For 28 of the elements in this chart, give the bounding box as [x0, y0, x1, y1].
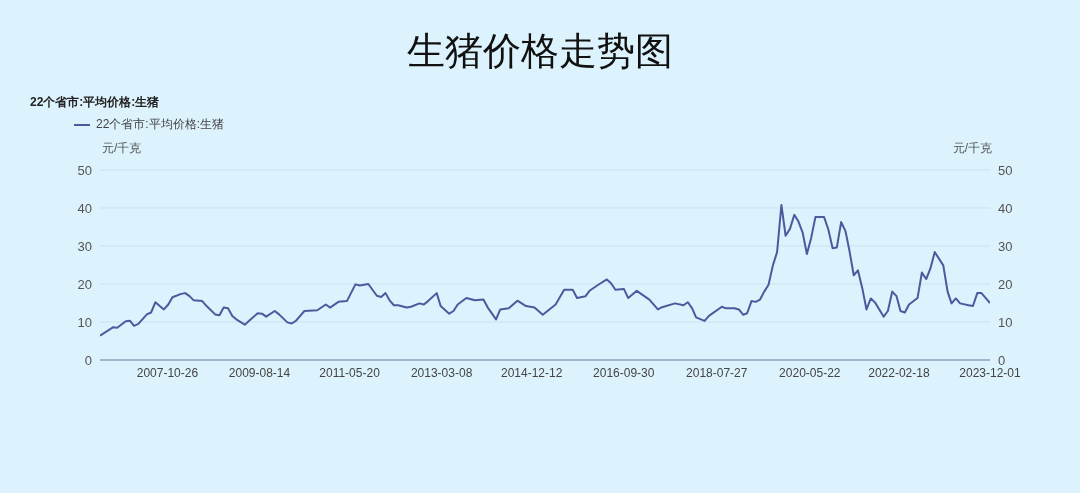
x-tick-label: 2016-09-30 — [593, 365, 655, 380]
y2-tick-label: 50 — [998, 162, 1013, 178]
x-tick-label: 2022-02-18 — [868, 365, 930, 380]
y2-tick-label: 0 — [998, 352, 1006, 368]
x-tick-label: 2007-10-26 — [136, 365, 199, 380]
y-axis-title: 元/千克 — [102, 140, 142, 157]
y2-tick-label: 10 — [998, 314, 1013, 330]
x-tick-label: 2013-03-08 — [410, 365, 473, 380]
y-tick-label: 10 — [77, 314, 92, 330]
x-tick-label: 2009-08-14 — [228, 365, 291, 380]
y2-tick-label: 20 — [998, 276, 1013, 292]
chart-title: 生猪价格走势图 — [406, 29, 674, 74]
y2-tick-label: 30 — [998, 238, 1013, 254]
y-tick-label: 50 — [77, 162, 92, 178]
y2-tick-label: 40 — [998, 200, 1013, 216]
x-tick-label: 2011-05-20 — [319, 365, 381, 380]
chart-subtitle: 22个省市:平均价格:生猪 — [30, 94, 160, 111]
x-tick-label: 2020-05-22 — [779, 365, 841, 380]
y-tick-label: 20 — [77, 276, 92, 292]
line-series — [100, 203, 990, 337]
y-tick-label: 40 — [77, 200, 92, 216]
x-tick-label: 2023-12-01 — [959, 365, 1022, 380]
y-tick-label: 0 — [84, 352, 92, 368]
y2-axis-title: 元/千克 — [952, 140, 992, 157]
x-tick-label: 2014-12-12 — [501, 365, 563, 380]
legend-label: 22个省市:平均价格:生猪 — [96, 116, 225, 133]
y-tick-label: 30 — [77, 238, 92, 254]
x-tick-label: 2018-07-27 — [686, 365, 748, 380]
